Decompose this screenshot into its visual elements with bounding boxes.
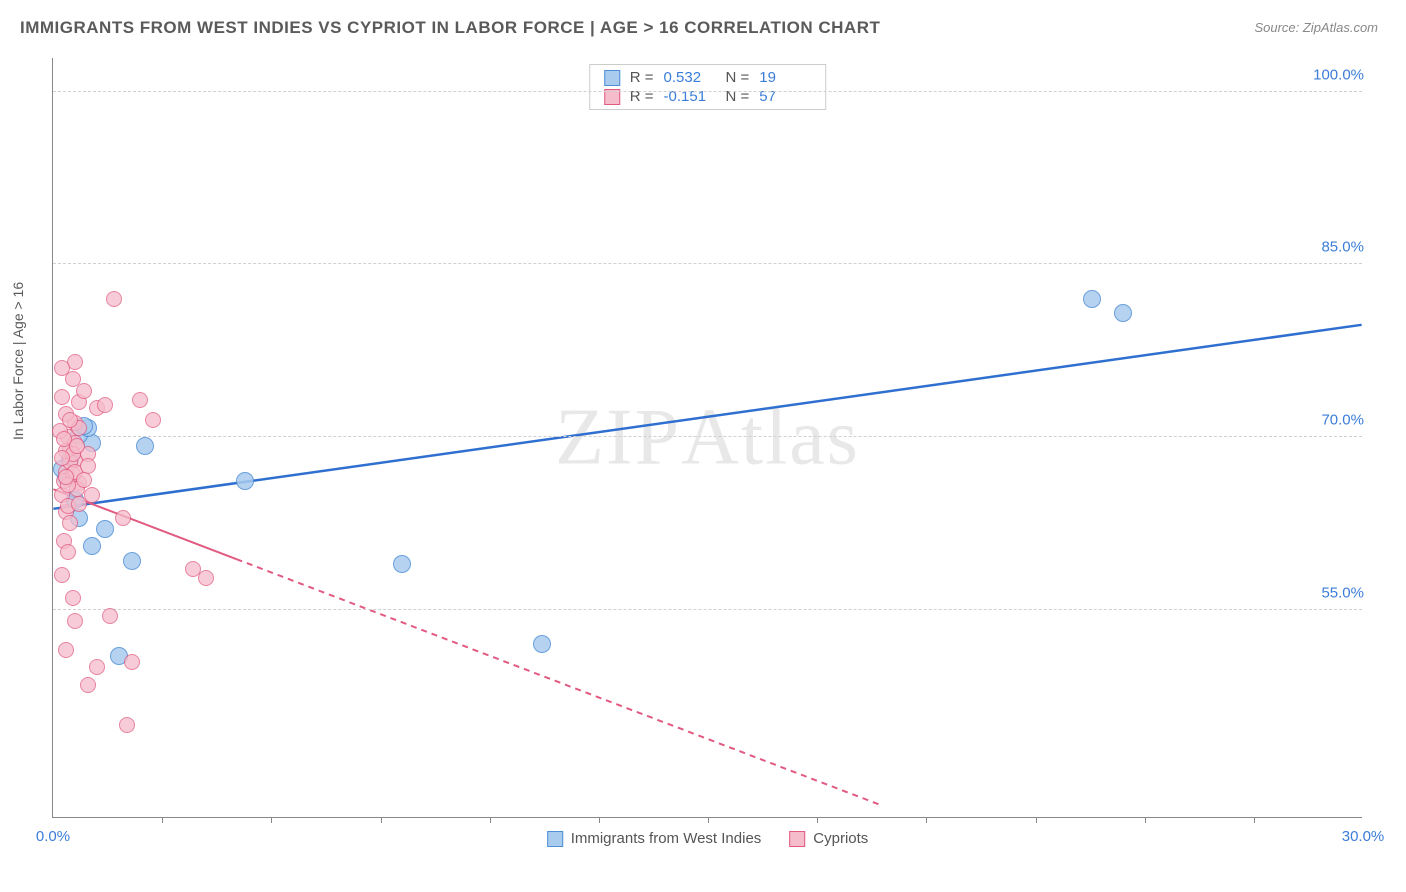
- data-point: [62, 412, 78, 428]
- x-tick: [162, 817, 163, 823]
- chart-container: IMMIGRANTS FROM WEST INDIES VS CYPRIOT I…: [0, 0, 1406, 892]
- legend-swatch: [547, 831, 563, 847]
- x-tick: [271, 817, 272, 823]
- data-point: [54, 450, 70, 466]
- legend-R-label: R =: [630, 69, 654, 86]
- y-tick-label: 100.0%: [1313, 66, 1364, 83]
- x-tick: [1254, 817, 1255, 823]
- x-tick: [1145, 817, 1146, 823]
- trend-line-dashed: [237, 559, 882, 805]
- source-attribution: Source: ZipAtlas.com: [1254, 20, 1378, 35]
- legend-N-label: N =: [726, 69, 750, 86]
- y-axis-label: In Labor Force | Age > 16: [10, 282, 26, 440]
- watermark: ZIPAtlas: [555, 392, 860, 483]
- data-point: [54, 389, 70, 405]
- data-point: [132, 392, 148, 408]
- legend-series-item: Immigrants from West Indies: [547, 830, 762, 847]
- correlation-legend: R =0.532N =19R =-0.151N =57: [589, 64, 827, 110]
- data-point: [119, 717, 135, 733]
- data-point: [71, 496, 87, 512]
- data-point: [115, 510, 131, 526]
- data-point: [58, 469, 74, 485]
- data-point: [58, 642, 74, 658]
- x-tick: [381, 817, 382, 823]
- legend-N-value: 19: [759, 69, 811, 86]
- watermark-part2: Atlas: [681, 393, 860, 481]
- data-point: [80, 677, 96, 693]
- legend-swatch: [604, 70, 620, 86]
- x-tick: [817, 817, 818, 823]
- series-legend: Immigrants from West Indies Cypriots: [547, 830, 869, 847]
- x-tick: [926, 817, 927, 823]
- data-point: [136, 437, 154, 455]
- gridline: [53, 609, 1362, 610]
- data-point: [102, 608, 118, 624]
- data-point: [1083, 290, 1101, 308]
- data-point: [54, 360, 70, 376]
- data-point: [54, 567, 70, 583]
- data-point: [76, 472, 92, 488]
- data-point: [62, 515, 78, 531]
- gridline: [53, 436, 1362, 437]
- data-point: [533, 635, 551, 653]
- x-tick: [599, 817, 600, 823]
- y-tick-label: 55.0%: [1321, 584, 1364, 601]
- data-point: [69, 438, 85, 454]
- data-point: [145, 412, 161, 428]
- x-tick: [708, 817, 709, 823]
- watermark-part1: ZIP: [555, 393, 681, 481]
- data-point: [106, 291, 122, 307]
- data-point: [89, 659, 105, 675]
- chart-title: IMMIGRANTS FROM WEST INDIES VS CYPRIOT I…: [20, 18, 880, 38]
- y-tick-label: 85.0%: [1321, 239, 1364, 256]
- gridline: [53, 91, 1362, 92]
- legend-series-item: Cypriots: [789, 830, 868, 847]
- x-tick: [1036, 817, 1037, 823]
- data-point: [96, 520, 114, 538]
- legend-series-label: Cypriots: [813, 830, 868, 847]
- data-point: [1114, 304, 1132, 322]
- plot-area: ZIPAtlas R =0.532N =19R =-0.151N =57 Imm…: [52, 58, 1362, 818]
- x-tick-label: 0.0%: [36, 828, 70, 845]
- trend-lines-svg: [53, 58, 1362, 817]
- x-tick: [490, 817, 491, 823]
- data-point: [67, 613, 83, 629]
- y-tick-label: 70.0%: [1321, 412, 1364, 429]
- data-point: [124, 654, 140, 670]
- data-point: [65, 590, 81, 606]
- data-point: [76, 383, 92, 399]
- data-point: [393, 555, 411, 573]
- data-point: [97, 397, 113, 413]
- legend-swatch: [789, 831, 805, 847]
- x-tick-label: 30.0%: [1342, 828, 1385, 845]
- data-point: [60, 544, 76, 560]
- data-point: [123, 552, 141, 570]
- legend-R-value: 0.532: [664, 69, 716, 86]
- data-point: [236, 472, 254, 490]
- data-point: [198, 570, 214, 586]
- data-point: [83, 537, 101, 555]
- legend-correlation-row: R = 0.532 N = 19: [604, 69, 812, 86]
- legend-series-label: Immigrants from West Indies: [571, 830, 762, 847]
- gridline: [53, 263, 1362, 264]
